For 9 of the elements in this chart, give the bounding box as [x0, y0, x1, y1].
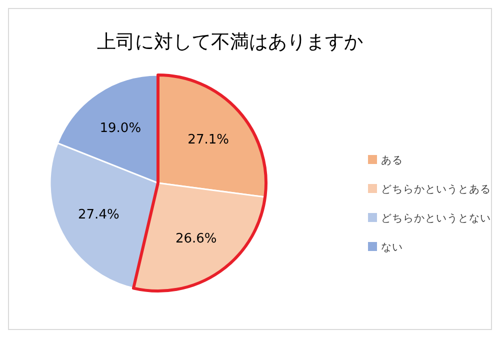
legend-label: どちらかというとない [381, 212, 491, 225]
data-label: 26.6% [175, 232, 217, 247]
data-label: 27.1% [188, 132, 229, 148]
legend-label: ない [381, 242, 403, 254]
legend-label: ある [381, 154, 403, 167]
legend-label: どちらかというとある [381, 184, 491, 196]
chart-title: 上司に対して不満はありますか [97, 31, 363, 53]
data-label: 19.0% [100, 121, 142, 136]
data-label: 27.4% [78, 208, 120, 223]
